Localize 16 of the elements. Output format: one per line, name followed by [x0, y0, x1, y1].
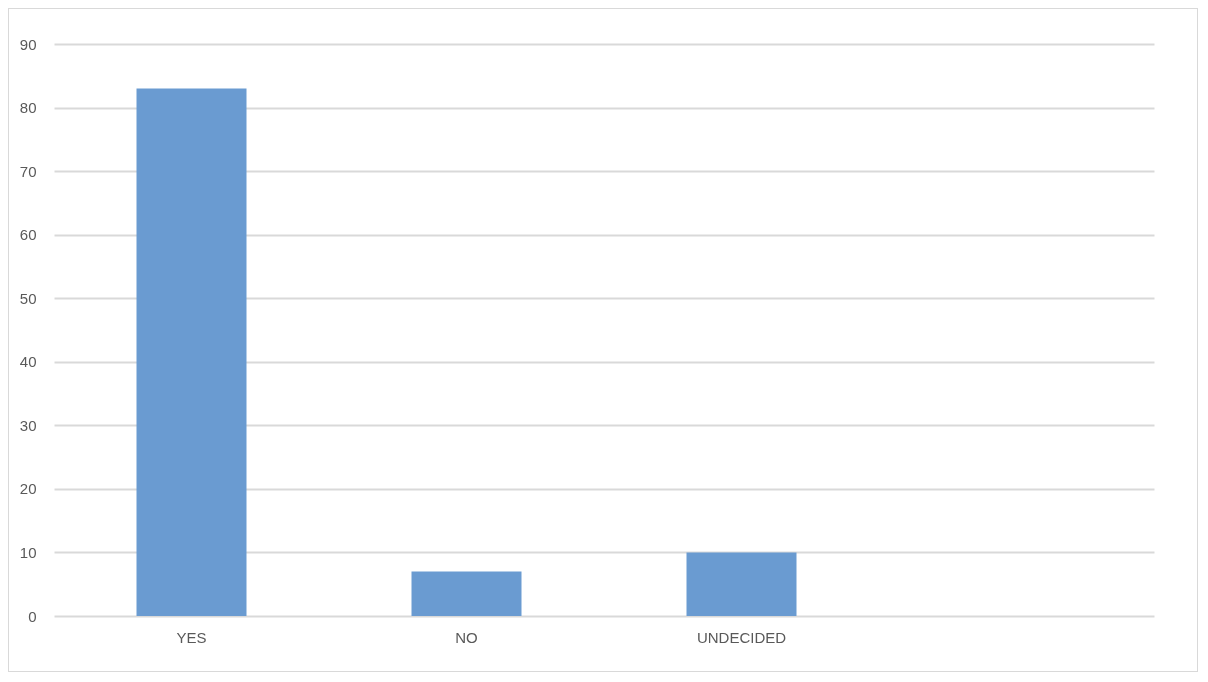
y-tick-label: 0: [28, 607, 37, 625]
bar: [686, 552, 797, 616]
y-tick-label: 20: [19, 480, 37, 498]
x-tick-label: YES: [176, 628, 207, 646]
y-tick-label: 30: [19, 416, 37, 434]
x-tick-label: UNDECIDED: [696, 628, 787, 646]
y-tick-label: 10: [19, 543, 37, 561]
y-tick-label: 40: [19, 353, 37, 371]
y-tick-label: 60: [19, 226, 37, 244]
bar: [411, 571, 522, 616]
bar: [136, 88, 247, 616]
y-tick-label: 50: [19, 289, 37, 307]
y-tick-label: 70: [19, 162, 37, 180]
y-tick-label: 90: [19, 35, 37, 53]
y-tick-label: 80: [19, 99, 37, 117]
x-tick-label: NO: [455, 628, 478, 646]
